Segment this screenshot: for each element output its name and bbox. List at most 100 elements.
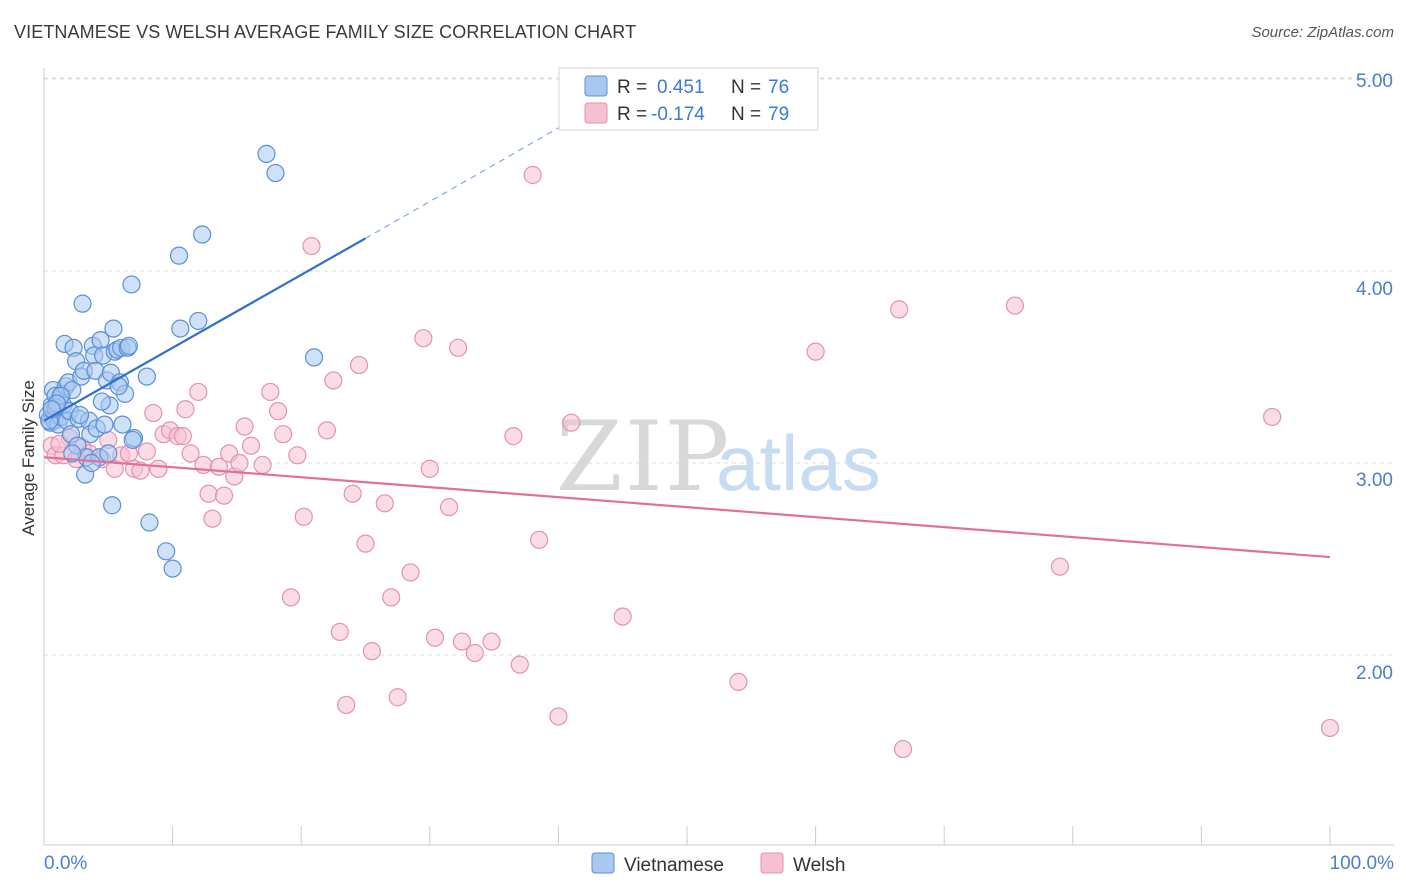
legend-n-value: 79 <box>768 104 789 125</box>
welsh-point <box>274 425 293 444</box>
welsh-point <box>176 400 195 419</box>
welsh-point <box>144 403 163 423</box>
x-tick-label-100: 100.0% <box>1330 853 1395 874</box>
vietnamese-point <box>109 377 128 396</box>
vietnamese-point <box>257 144 276 163</box>
welsh-point <box>288 446 307 465</box>
welsh-point <box>337 695 356 715</box>
welsh-point <box>1263 407 1282 427</box>
welsh-point <box>504 427 523 446</box>
vietnamese-point <box>103 496 122 515</box>
axes <box>43 68 1394 846</box>
welsh-point <box>199 484 218 503</box>
y-tick-label: 5.00 <box>1356 71 1393 92</box>
welsh-point <box>530 530 549 549</box>
welsh-point <box>131 461 150 480</box>
vietnamese-point <box>266 163 285 183</box>
series-legend: Vietnamese Welsh <box>591 852 845 876</box>
welsh-point <box>1320 718 1340 738</box>
correlation-legend: R = 0.451 N = 76 R = -0.174 N = 79 <box>558 67 819 131</box>
welsh-point <box>414 329 433 348</box>
welsh-point <box>235 417 254 436</box>
vietnamese-point <box>123 430 142 450</box>
welsh-point <box>439 498 459 517</box>
welsh-point <box>181 444 200 463</box>
vietnamese-points <box>38 144 324 578</box>
bottom-legend-vietnamese: Vietnamese <box>624 855 724 876</box>
welsh-point <box>349 355 369 375</box>
welsh-point <box>401 563 420 582</box>
bottom-swatch-welsh <box>760 852 784 874</box>
vietnamese-point <box>63 444 82 463</box>
vietnamese-point <box>99 444 118 463</box>
vietnamese-trend-extension <box>365 105 598 239</box>
y-tick-label: 3.00 <box>1356 470 1393 491</box>
welsh-point <box>375 494 394 513</box>
welsh-point <box>189 382 208 402</box>
vietnamese-trend-line <box>43 237 367 422</box>
vietnamese-point <box>104 319 123 338</box>
y-tick-label: 4.00 <box>1356 279 1393 300</box>
vietnamese-point <box>189 311 208 331</box>
watermark-zip: ZIP <box>556 401 731 513</box>
welsh-point <box>893 739 913 759</box>
welsh-point <box>330 622 349 642</box>
welsh-point <box>281 588 301 607</box>
vietnamese-point <box>157 542 176 561</box>
vietnamese-point <box>113 415 132 434</box>
welsh-point <box>324 371 343 390</box>
welsh-point <box>549 707 568 726</box>
welsh-point <box>523 165 542 185</box>
welsh-point <box>343 484 362 503</box>
welsh-point <box>253 455 272 475</box>
welsh-point <box>890 300 909 319</box>
vietnamese-point <box>171 319 190 338</box>
y-tick-labels: 2.00 3.00 4.00 5.00 <box>1356 71 1393 684</box>
welsh-point <box>562 413 581 432</box>
vietnamese-point <box>137 367 156 386</box>
vietnamese-point <box>70 405 90 425</box>
trend-lines <box>43 105 1331 559</box>
welsh-point <box>356 534 375 553</box>
welsh-points <box>42 69 1340 759</box>
vietnamese-point <box>163 559 182 578</box>
welsh-point <box>214 486 234 505</box>
vietnamese-point <box>92 392 111 411</box>
welsh-point <box>1050 557 1070 576</box>
welsh-trend-line <box>43 456 1331 559</box>
vietnamese-point <box>122 275 141 294</box>
bottom-swatch-vietnamese <box>591 852 615 874</box>
x-tick-label-0: 0.0% <box>44 853 87 874</box>
legend-n-value: 76 <box>768 77 789 98</box>
welsh-point <box>149 459 168 478</box>
welsh-point <box>241 436 261 455</box>
welsh-point <box>452 632 472 651</box>
chart-title: VIETNAMESE VS WELSH AVERAGE FAMILY SIZE … <box>14 22 637 42</box>
welsh-point <box>729 672 748 691</box>
vietnamese-point <box>140 513 159 532</box>
welsh-point <box>173 427 192 446</box>
welsh-point <box>806 342 825 361</box>
welsh-point <box>388 688 407 707</box>
welsh-point <box>613 607 632 626</box>
vietnamese-point <box>119 336 138 355</box>
vietnamese-point <box>82 453 101 473</box>
welsh-point <box>268 402 288 421</box>
y-tick-label: 2.00 <box>1356 663 1393 684</box>
vietnamese-point <box>193 225 212 244</box>
welsh-point <box>302 236 321 256</box>
source-label: Source: ZipAtlas.com <box>1251 24 1394 41</box>
welsh-point <box>230 453 249 473</box>
welsh-point <box>362 642 382 661</box>
legend-swatch-vietnamese <box>584 75 608 97</box>
legend-r-label: R = <box>617 77 647 98</box>
legend-n-label: N = <box>731 104 761 125</box>
welsh-point <box>465 643 484 663</box>
vietnamese-point <box>95 415 114 434</box>
bottom-legend-welsh: Welsh <box>793 855 845 876</box>
welsh-point <box>203 509 222 528</box>
welsh-point <box>382 588 401 607</box>
welsh-point <box>425 628 445 647</box>
welsh-point <box>420 459 439 478</box>
